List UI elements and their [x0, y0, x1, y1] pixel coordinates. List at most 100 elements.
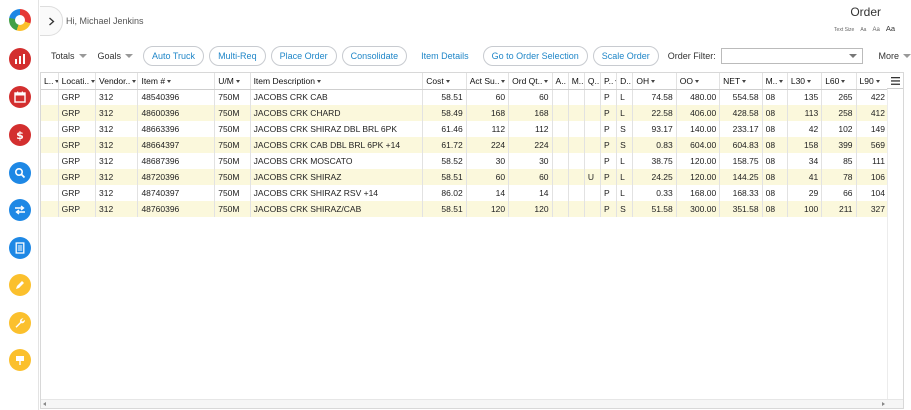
- table-cell[interactable]: 48600396: [137, 105, 216, 121]
- table-cell[interactable]: 51.58: [632, 201, 677, 217]
- table-cell[interactable]: 93.17: [632, 121, 677, 137]
- text-size-small[interactable]: Aa: [860, 27, 867, 33]
- transfer-icon[interactable]: [9, 199, 31, 221]
- table-cell[interactable]: 48760396: [137, 201, 216, 217]
- dollar-icon[interactable]: $: [9, 124, 31, 146]
- table-cell[interactable]: P: [600, 89, 618, 105]
- table-cell[interactable]: L: [616, 89, 634, 105]
- table-cell[interactable]: [584, 137, 602, 153]
- table-cell[interactable]: 312: [95, 185, 139, 201]
- table-cell[interactable]: [568, 169, 585, 185]
- column-header[interactable]: OH: [632, 73, 677, 90]
- table-cell[interactable]: 569: [856, 137, 890, 153]
- table-cell[interactable]: 135: [787, 89, 823, 105]
- sign-icon[interactable]: [9, 349, 31, 371]
- table-cell[interactable]: 14: [508, 185, 553, 201]
- table-cell[interactable]: 480.00: [676, 89, 721, 105]
- table-cell[interactable]: P: [600, 121, 618, 137]
- table-cell[interactable]: 48740397: [137, 185, 216, 201]
- table-cell[interactable]: 60: [508, 169, 553, 185]
- table-cell[interactable]: GRP: [58, 121, 97, 137]
- table-cell[interactable]: 120: [508, 201, 553, 217]
- table-cell[interactable]: S: [616, 201, 634, 217]
- table-cell[interactable]: [584, 185, 602, 201]
- table-row[interactable]: GRP 312 48600396 750M JACOBS CRK CHARD 58.49 1…: [41, 105, 890, 121]
- table-cell[interactable]: [568, 105, 585, 121]
- table-cell[interactable]: 58.51: [422, 89, 467, 105]
- table-cell[interactable]: 112: [508, 121, 553, 137]
- table-cell[interactable]: 406.00: [676, 105, 721, 121]
- table-cell[interactable]: 750M: [214, 169, 251, 185]
- table-cell[interactable]: 120.00: [676, 153, 721, 169]
- table-cell[interactable]: P: [600, 137, 618, 153]
- column-header[interactable]: A..: [552, 73, 569, 90]
- table-cell[interactable]: 58.51: [422, 169, 467, 185]
- table-cell[interactable]: 22.58: [632, 105, 677, 121]
- column-header[interactable]: L60: [821, 73, 857, 90]
- table-cell[interactable]: L: [616, 169, 634, 185]
- table-cell[interactable]: [568, 153, 585, 169]
- column-header[interactable]: Q..: [584, 73, 602, 90]
- multi-req-button[interactable]: Multi-Req: [209, 46, 266, 66]
- table-row[interactable]: GRP 312 48664397 750M JACOBS CRK CAB DBL BRL…: [41, 137, 890, 153]
- table-cell[interactable]: [584, 89, 602, 105]
- table-cell[interactable]: 102: [821, 121, 857, 137]
- table-cell[interactable]: [552, 121, 569, 137]
- table-cell[interactable]: 312: [95, 89, 139, 105]
- table-cell[interactable]: 0.83: [632, 137, 677, 153]
- table-cell[interactable]: 351.58: [719, 201, 763, 217]
- table-cell[interactable]: 85: [821, 153, 857, 169]
- table-cell[interactable]: P: [600, 185, 618, 201]
- table-cell[interactable]: 140.00: [676, 121, 721, 137]
- table-cell[interactable]: [552, 137, 569, 153]
- column-header[interactable]: NET: [719, 73, 763, 90]
- table-cell[interactable]: 312: [95, 201, 139, 217]
- table-cell[interactable]: [584, 153, 602, 169]
- table-cell[interactable]: GRP: [58, 153, 97, 169]
- table-row[interactable]: GRP 312 48663396 750M JACOBS CRK SHIRAZ DBL …: [41, 121, 890, 137]
- table-cell[interactable]: 312: [95, 105, 139, 121]
- calendar-icon[interactable]: [9, 86, 31, 108]
- table-cell[interactable]: L: [616, 153, 634, 169]
- table-cell[interactable]: 41: [787, 169, 823, 185]
- table-cell[interactable]: 168: [508, 105, 553, 121]
- scroll-left-icon[interactable]: [43, 402, 46, 406]
- column-header[interactable]: D..: [616, 73, 634, 90]
- table-cell[interactable]: [568, 137, 585, 153]
- search-icon[interactable]: [9, 162, 31, 184]
- table-cell[interactable]: 08: [762, 201, 788, 217]
- table-cell[interactable]: 168: [466, 105, 510, 121]
- table-cell[interactable]: JACOBS CRK SHIRAZ: [250, 169, 424, 185]
- table-cell[interactable]: L: [616, 105, 634, 121]
- table-cell[interactable]: JACOBS CRK CAB: [250, 89, 424, 105]
- table-cell[interactable]: U: [584, 169, 602, 185]
- table-cell[interactable]: 312: [95, 153, 139, 169]
- more-menu[interactable]: More: [878, 51, 911, 61]
- table-cell[interactable]: GRP: [58, 169, 97, 185]
- table-cell[interactable]: [584, 121, 602, 137]
- table-cell[interactable]: 0.33: [632, 185, 677, 201]
- table-cell[interactable]: S: [616, 137, 634, 153]
- table-cell[interactable]: 08: [762, 169, 788, 185]
- table-cell[interactable]: [41, 201, 59, 217]
- table-cell[interactable]: 08: [762, 137, 788, 153]
- table-cell[interactable]: 61.72: [422, 137, 467, 153]
- text-size-medium[interactable]: Aa: [872, 27, 880, 33]
- column-header[interactable]: Vendor..: [95, 73, 139, 90]
- table-cell[interactable]: 750M: [214, 201, 251, 217]
- table-cell[interactable]: 48664397: [137, 137, 216, 153]
- table-cell[interactable]: [552, 169, 569, 185]
- document-icon[interactable]: [9, 237, 31, 259]
- totals-menu[interactable]: Totals: [51, 51, 87, 61]
- table-cell[interactable]: GRP: [58, 89, 97, 105]
- table-cell[interactable]: 38.75: [632, 153, 677, 169]
- table-cell[interactable]: 327: [856, 201, 890, 217]
- table-cell[interactable]: [584, 105, 602, 121]
- table-cell[interactable]: 428.58: [719, 105, 763, 121]
- column-header[interactable]: M..: [568, 73, 585, 90]
- table-cell[interactable]: [568, 185, 585, 201]
- item-details-button[interactable]: Item Details: [412, 46, 478, 66]
- goals-menu[interactable]: Goals: [98, 51, 134, 61]
- table-cell[interactable]: 412: [856, 105, 890, 121]
- table-cell[interactable]: 113: [787, 105, 823, 121]
